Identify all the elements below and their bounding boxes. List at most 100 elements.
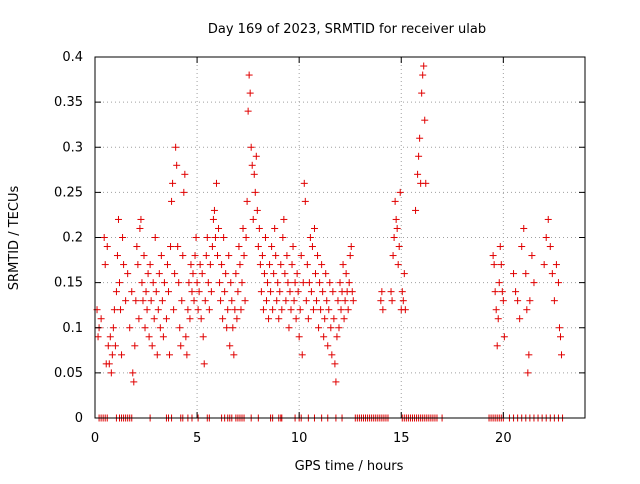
data-point bbox=[101, 261, 109, 269]
data-point bbox=[258, 252, 266, 260]
data-point bbox=[203, 234, 211, 241]
data-point bbox=[129, 369, 137, 377]
data-point bbox=[491, 288, 499, 296]
data-point bbox=[526, 297, 534, 305]
data-point bbox=[168, 197, 176, 205]
data-point bbox=[206, 261, 214, 269]
data-point bbox=[194, 306, 202, 314]
data-point bbox=[253, 206, 261, 214]
data-point bbox=[116, 279, 123, 287]
data-point bbox=[555, 324, 563, 332]
data-point bbox=[110, 306, 118, 314]
data-point bbox=[242, 234, 250, 241]
data-point bbox=[493, 342, 501, 350]
data-point bbox=[321, 315, 329, 323]
data-point bbox=[143, 306, 151, 314]
data-point bbox=[299, 279, 307, 287]
data-point bbox=[342, 270, 350, 278]
data-point bbox=[378, 288, 386, 296]
data-point bbox=[557, 333, 564, 341]
data-point bbox=[523, 306, 531, 314]
data-point bbox=[156, 324, 164, 332]
data-point bbox=[204, 279, 212, 287]
data-point bbox=[275, 315, 283, 323]
data-point bbox=[312, 270, 319, 278]
data-point bbox=[288, 261, 296, 269]
data-point bbox=[326, 279, 334, 287]
data-point bbox=[217, 297, 225, 305]
data-point bbox=[235, 243, 243, 251]
data-point bbox=[147, 297, 155, 305]
data-point bbox=[180, 188, 188, 196]
data-point bbox=[126, 324, 134, 332]
data-point bbox=[94, 333, 102, 341]
data-point bbox=[492, 306, 500, 314]
data-point bbox=[154, 306, 162, 314]
data-point bbox=[320, 333, 328, 341]
data-point bbox=[348, 288, 356, 296]
data-point bbox=[128, 288, 136, 296]
data-point bbox=[317, 306, 325, 314]
data-point bbox=[495, 279, 503, 287]
data-point bbox=[218, 261, 226, 269]
data-point bbox=[264, 279, 272, 287]
data-point bbox=[293, 270, 301, 278]
data-point bbox=[323, 297, 331, 305]
data-point bbox=[518, 243, 526, 251]
data-point bbox=[387, 288, 395, 296]
data-point bbox=[259, 306, 267, 314]
data-point bbox=[284, 279, 292, 287]
data-point bbox=[530, 279, 538, 287]
data-point bbox=[189, 270, 197, 278]
data-point bbox=[344, 306, 352, 314]
data-point bbox=[248, 161, 256, 169]
data-point bbox=[286, 288, 294, 296]
data-point bbox=[141, 324, 149, 332]
data-point bbox=[379, 306, 387, 314]
data-point bbox=[155, 270, 163, 278]
data-point bbox=[236, 261, 244, 269]
data-point bbox=[233, 315, 241, 323]
data-point bbox=[520, 224, 528, 232]
data-point bbox=[243, 197, 251, 205]
data-point bbox=[193, 279, 201, 287]
data-point bbox=[292, 315, 300, 323]
data-point bbox=[200, 360, 208, 368]
data-point bbox=[185, 279, 193, 287]
data-point bbox=[231, 306, 239, 314]
data-point bbox=[122, 297, 130, 305]
data-point bbox=[339, 261, 347, 269]
data-point bbox=[107, 369, 115, 377]
data-point bbox=[153, 351, 161, 359]
data-point bbox=[224, 306, 232, 314]
data-point bbox=[227, 279, 235, 287]
data-point bbox=[109, 324, 117, 332]
data-point bbox=[291, 279, 299, 287]
x-tick-label: 0 bbox=[91, 431, 99, 446]
data-point bbox=[145, 333, 153, 341]
data-point bbox=[146, 261, 154, 269]
data-point bbox=[308, 243, 316, 251]
data-point bbox=[296, 306, 304, 314]
data-point bbox=[238, 279, 246, 287]
data-point bbox=[219, 315, 227, 323]
data-point bbox=[398, 288, 406, 296]
data-points bbox=[93, 62, 567, 422]
data-point bbox=[151, 234, 159, 241]
data-point bbox=[272, 252, 280, 260]
data-point bbox=[100, 234, 108, 241]
data-point bbox=[215, 224, 223, 232]
data-point bbox=[554, 279, 562, 287]
data-point bbox=[195, 288, 203, 296]
chart-title: Day 169 of 2023, SRMTID for receiver ula… bbox=[208, 22, 486, 37]
data-point bbox=[274, 279, 282, 287]
data-point bbox=[525, 351, 533, 359]
data-point bbox=[400, 270, 408, 278]
data-point bbox=[103, 243, 111, 251]
data-point bbox=[548, 270, 556, 278]
data-point bbox=[347, 243, 355, 251]
data-point bbox=[346, 252, 354, 260]
data-point bbox=[192, 234, 200, 241]
data-point bbox=[187, 261, 195, 269]
data-point bbox=[244, 107, 252, 115]
